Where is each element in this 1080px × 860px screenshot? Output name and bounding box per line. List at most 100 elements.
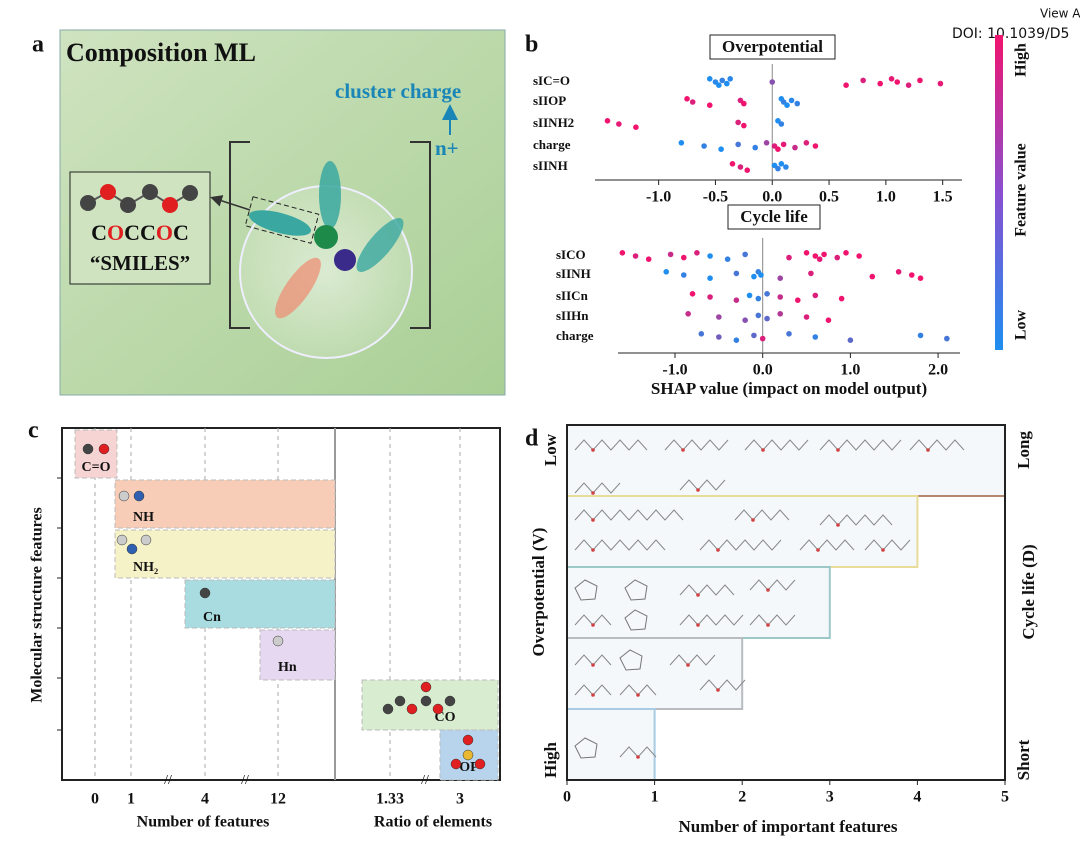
point [663, 269, 670, 275]
point [812, 292, 819, 299]
point [706, 102, 713, 108]
feature-box [114, 529, 336, 579]
atom [591, 693, 595, 697]
atom [382, 703, 394, 715]
feature-label: Hn [278, 660, 297, 675]
point [733, 297, 740, 304]
molecule [619, 649, 643, 671]
point [727, 76, 734, 82]
chart-title: Cycle life [740, 207, 808, 226]
point [744, 167, 751, 173]
point [843, 250, 849, 256]
point [678, 140, 685, 146]
point [751, 273, 757, 280]
axis-break: // [421, 773, 429, 788]
x-tick-label: 0 [91, 791, 99, 808]
point [775, 165, 781, 172]
x-tick-label: 0.5 [819, 189, 839, 206]
feature-box [259, 629, 336, 681]
x-tick-label: 4 [913, 789, 921, 806]
x-tick-label: 1 [651, 789, 659, 806]
atom [761, 448, 765, 452]
x-tick-label: 1.0 [840, 362, 860, 379]
point [689, 291, 696, 297]
y-tick-label: charge [533, 137, 571, 152]
panel-label: b [525, 32, 538, 58]
panel-label: d [525, 426, 539, 452]
petal [275, 257, 321, 319]
smiles-letter: C [124, 220, 140, 245]
molecule [574, 539, 666, 551]
atom [681, 448, 685, 452]
atom [636, 693, 640, 697]
point [769, 79, 776, 85]
point [724, 256, 731, 263]
doi[interactable]: DOI: 10.1039/D5 [952, 26, 1069, 42]
point [746, 292, 753, 299]
x-axis-label: SHAP value (impact on model output) [651, 379, 927, 398]
point [741, 100, 747, 107]
view-link[interactable]: View A [1040, 7, 1080, 21]
x-tick-label: 12 [270, 791, 286, 808]
molecule [749, 614, 796, 626]
point [778, 161, 785, 167]
point [604, 118, 611, 124]
x-tick-label: 0.0 [762, 189, 782, 206]
point [680, 254, 687, 261]
step-box [566, 495, 919, 568]
axis-label: Cycle life (D) [1019, 544, 1038, 639]
y-tick-label: sIC=O [533, 73, 570, 88]
point [735, 141, 741, 148]
atom [686, 663, 690, 667]
point [821, 251, 827, 258]
smiles-letter: C [91, 220, 107, 245]
atom [126, 543, 138, 555]
molecule [574, 579, 598, 601]
y-tick-label: sIINH2 [533, 115, 574, 130]
atom [116, 534, 128, 546]
panel-label: a [32, 32, 44, 58]
molecule [574, 482, 621, 494]
x-tick-label: 5 [1001, 789, 1009, 806]
feature-box [74, 429, 118, 479]
point [667, 251, 674, 258]
molecule [699, 539, 782, 551]
point [794, 100, 801, 107]
atom [406, 703, 418, 715]
point [888, 76, 895, 82]
atom [140, 534, 152, 546]
atom [766, 588, 770, 592]
point [764, 291, 770, 297]
point [944, 335, 950, 342]
atom [334, 249, 356, 271]
point [724, 80, 730, 87]
molecule [624, 579, 648, 601]
point [869, 273, 876, 280]
atom [432, 703, 444, 715]
x-tick-label: 1.5 [933, 189, 953, 206]
feature-label: C=O [82, 460, 111, 475]
point [834, 254, 841, 261]
molecule [679, 479, 726, 491]
atom [816, 548, 820, 552]
smiles-caption: “SMILES” [90, 251, 190, 275]
colorbar-title: Feature value [1013, 143, 1030, 236]
point [784, 102, 790, 108]
point [755, 295, 762, 302]
smiles-letter: O [107, 220, 124, 245]
panel-title: Composition ML [66, 38, 256, 67]
x-tick-label: 4 [201, 791, 209, 808]
atom [696, 488, 700, 492]
point [792, 144, 798, 151]
point [816, 256, 823, 263]
atom [751, 518, 755, 522]
point [632, 253, 639, 259]
y-tick-label: sIINH [556, 266, 591, 281]
x-tick-label: 1.0 [876, 189, 896, 206]
atom [199, 587, 211, 599]
point [825, 317, 832, 324]
point [763, 140, 770, 146]
bracket [229, 141, 431, 329]
atom [314, 225, 338, 249]
point [937, 80, 944, 87]
